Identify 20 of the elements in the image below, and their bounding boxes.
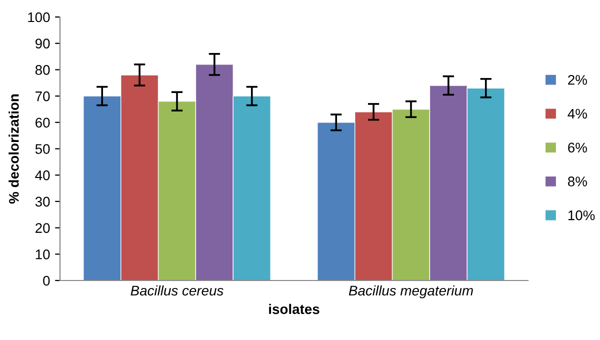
y-tick-label: 90 [35,38,50,49]
y-tick-label: 80 [35,65,50,75]
legend-label: 10% [568,210,595,220]
x-axis-title: isolates [269,304,320,314]
y-tick-label: 20 [36,223,50,233]
x-tick-label: Bacillus megaterium [348,285,473,298]
y-tick-label: 10 [36,249,50,260]
y-tick-label: 40 [35,170,50,180]
y-axis-title: % decolorization [8,94,19,204]
legend-label: 6% [568,142,587,153]
y-tick-label: 50 [35,144,50,154]
x-tick-label: Bacillus cereus [130,285,224,296]
legend-label: 8% [568,176,587,186]
y-tick-label: 0 [43,276,50,286]
y-tick-label: 60 [36,118,50,128]
legend-label: 2% [568,74,587,85]
y-tick-label: 70 [36,91,50,102]
y-tick-label: 30 [35,196,50,207]
legend-label: 4% [568,108,587,119]
y-tick-label: 100 [28,12,50,22]
